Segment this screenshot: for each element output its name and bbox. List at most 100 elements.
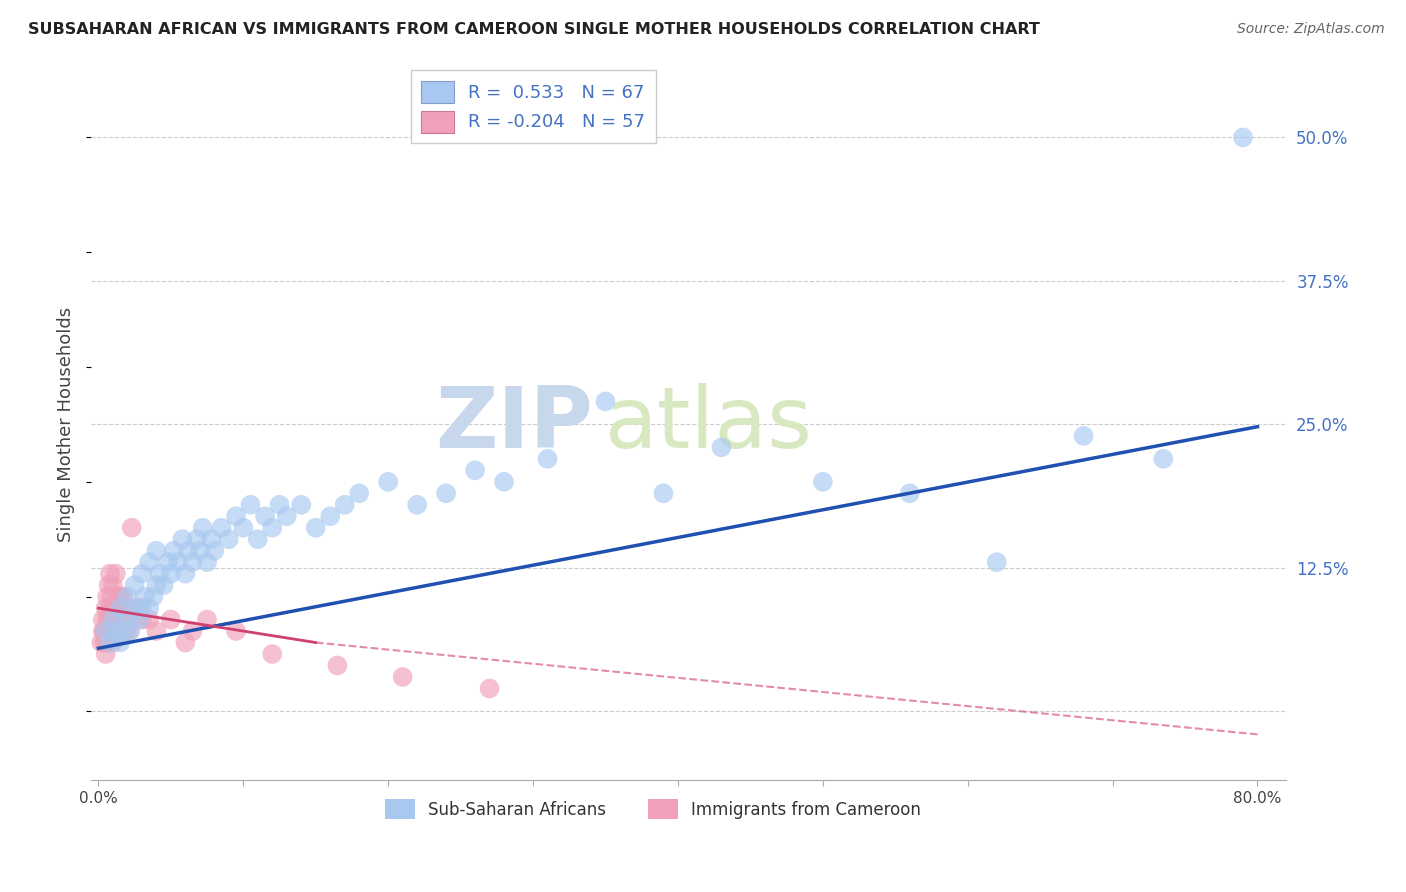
Point bbox=[333, 498, 356, 512]
Point bbox=[104, 601, 127, 615]
Point bbox=[110, 601, 132, 615]
Point bbox=[131, 601, 153, 615]
Point bbox=[100, 624, 122, 638]
Point bbox=[105, 624, 128, 638]
Point bbox=[98, 601, 121, 615]
Point bbox=[103, 624, 125, 638]
Point bbox=[172, 532, 194, 546]
Point bbox=[120, 624, 142, 638]
Point bbox=[98, 566, 121, 581]
Point bbox=[163, 543, 186, 558]
Point bbox=[478, 681, 501, 696]
Point bbox=[464, 463, 486, 477]
Point bbox=[117, 613, 139, 627]
Point bbox=[898, 486, 921, 500]
Point bbox=[107, 601, 129, 615]
Point bbox=[104, 566, 127, 581]
Point bbox=[326, 658, 349, 673]
Point bbox=[1152, 451, 1174, 466]
Point bbox=[117, 613, 139, 627]
Point bbox=[94, 601, 117, 615]
Point bbox=[124, 613, 146, 627]
Point bbox=[131, 613, 153, 627]
Point bbox=[191, 521, 214, 535]
Point bbox=[105, 590, 128, 604]
Text: ZIP: ZIP bbox=[436, 383, 593, 466]
Point bbox=[101, 613, 124, 627]
Point bbox=[152, 578, 174, 592]
Point bbox=[148, 566, 170, 581]
Point bbox=[188, 543, 211, 558]
Point bbox=[124, 601, 146, 615]
Point bbox=[94, 647, 117, 661]
Point bbox=[98, 635, 121, 649]
Point bbox=[174, 566, 197, 581]
Point bbox=[181, 555, 204, 569]
Point bbox=[101, 613, 124, 627]
Point bbox=[145, 624, 167, 638]
Point bbox=[121, 521, 143, 535]
Point bbox=[145, 543, 167, 558]
Point bbox=[97, 578, 120, 592]
Point bbox=[93, 635, 115, 649]
Point bbox=[406, 498, 429, 512]
Point bbox=[138, 555, 160, 569]
Point bbox=[107, 624, 129, 638]
Point bbox=[595, 394, 617, 409]
Point bbox=[160, 613, 183, 627]
Point bbox=[120, 601, 142, 615]
Point bbox=[262, 521, 284, 535]
Point bbox=[118, 624, 141, 638]
Point bbox=[97, 613, 120, 627]
Point bbox=[108, 601, 131, 615]
Point bbox=[225, 509, 247, 524]
Point bbox=[232, 521, 254, 535]
Point bbox=[104, 624, 127, 638]
Point bbox=[177, 543, 200, 558]
Point bbox=[186, 532, 208, 546]
Point bbox=[253, 509, 276, 524]
Point bbox=[96, 635, 118, 649]
Point bbox=[91, 624, 114, 638]
Point bbox=[1232, 130, 1254, 145]
Point bbox=[986, 555, 1008, 569]
Point bbox=[276, 509, 298, 524]
Point bbox=[1073, 429, 1095, 443]
Point bbox=[269, 498, 291, 512]
Point bbox=[101, 635, 124, 649]
Point bbox=[225, 624, 247, 638]
Point bbox=[94, 624, 117, 638]
Point bbox=[434, 486, 457, 500]
Point bbox=[494, 475, 516, 489]
Point bbox=[108, 624, 131, 638]
Text: Source: ZipAtlas.com: Source: ZipAtlas.com bbox=[1237, 22, 1385, 37]
Point bbox=[101, 578, 124, 592]
Point bbox=[246, 532, 269, 546]
Point bbox=[156, 555, 179, 569]
Point bbox=[211, 521, 233, 535]
Point bbox=[262, 647, 284, 661]
Point bbox=[124, 578, 146, 592]
Point bbox=[138, 613, 160, 627]
Point bbox=[96, 613, 118, 627]
Point bbox=[93, 624, 115, 638]
Point bbox=[174, 635, 197, 649]
Point bbox=[108, 590, 131, 604]
Point bbox=[142, 590, 165, 604]
Point bbox=[114, 613, 136, 627]
Text: SUBSAHARAN AFRICAN VS IMMIGRANTS FROM CAMEROON SINGLE MOTHER HOUSEHOLDS CORRELAT: SUBSAHARAN AFRICAN VS IMMIGRANTS FROM CA… bbox=[28, 22, 1040, 37]
Point bbox=[96, 590, 118, 604]
Point bbox=[319, 509, 342, 524]
Point bbox=[94, 624, 117, 638]
Point bbox=[117, 590, 139, 604]
Point bbox=[290, 498, 312, 512]
Y-axis label: Single Mother Households: Single Mother Households bbox=[58, 307, 75, 542]
Point bbox=[377, 475, 399, 489]
Point bbox=[200, 532, 222, 546]
Point bbox=[239, 498, 262, 512]
Point bbox=[710, 441, 733, 455]
Point bbox=[104, 624, 127, 638]
Point bbox=[652, 486, 675, 500]
Point bbox=[112, 590, 135, 604]
Point bbox=[811, 475, 834, 489]
